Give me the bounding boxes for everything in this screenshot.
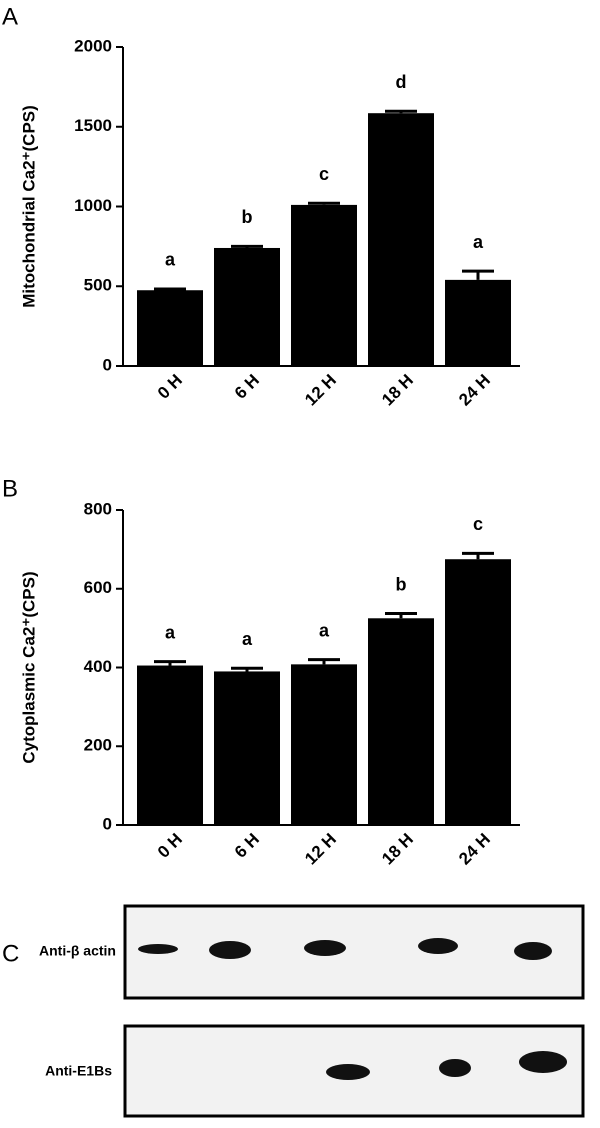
blot-bands — [138, 938, 567, 1080]
error-bar — [385, 109, 417, 114]
y-tick-label: 0 — [103, 814, 112, 833]
y-axis-label: Cytoplasmic Ca2⁺(CPS) — [19, 571, 38, 763]
error-bar — [462, 269, 494, 280]
annotation: b — [242, 207, 253, 227]
error-bar — [154, 660, 186, 666]
blot-label: Anti-E1Bs — [45, 1063, 112, 1079]
band — [519, 1051, 567, 1073]
panel-label: C — [2, 940, 19, 967]
y-tick-label: 200 — [84, 736, 112, 755]
bar — [291, 204, 357, 366]
bar — [214, 247, 280, 366]
error-bar — [462, 551, 494, 560]
x-tick-label: 18 H — [378, 371, 417, 410]
error-bar — [385, 612, 417, 619]
blot-box — [123, 904, 585, 1000]
x-tick-label: 0 H — [154, 371, 186, 403]
blot-label: Anti-β actin — [39, 943, 116, 959]
y-tick-label: 0 — [103, 355, 112, 374]
band — [304, 940, 346, 956]
error-bar — [154, 287, 186, 291]
annotation: c — [473, 514, 483, 534]
x-tick-label: 12 H — [301, 371, 340, 410]
y-tick-label: 2000 — [74, 36, 112, 55]
error-bar — [231, 244, 263, 248]
annotation: d — [396, 72, 407, 92]
annotation: a — [473, 232, 484, 252]
y-tick-label: 500 — [84, 276, 112, 295]
band — [326, 1064, 370, 1080]
x-tick-label: 12 H — [301, 830, 340, 869]
x-tick-label: 0 H — [154, 830, 186, 862]
error-bar — [308, 201, 340, 205]
bar — [368, 113, 434, 366]
annotation: c — [319, 164, 329, 184]
panel-label: B — [2, 475, 18, 502]
bar — [137, 665, 203, 825]
bar — [137, 290, 203, 366]
band — [514, 942, 552, 960]
band — [209, 941, 251, 959]
annotation: b — [396, 574, 407, 594]
annotation: a — [165, 250, 176, 270]
bar — [368, 618, 434, 825]
bar — [291, 664, 357, 825]
x-tick-label: 18 H — [378, 830, 417, 869]
y-tick-label: 1500 — [74, 116, 112, 135]
x-tick-label: 6 H — [231, 830, 263, 862]
bar — [445, 559, 511, 825]
bar — [214, 671, 280, 825]
band — [138, 944, 178, 954]
band — [439, 1059, 471, 1077]
panel-label: A — [2, 3, 18, 30]
x-tick-label: 6 H — [231, 371, 263, 403]
band — [418, 938, 458, 954]
y-tick-label: 1000 — [74, 196, 112, 215]
annotation: a — [319, 620, 330, 640]
annotation: a — [242, 629, 253, 649]
bar — [445, 279, 511, 366]
y-tick-label: 600 — [84, 578, 112, 597]
annotation: a — [165, 622, 176, 642]
error-bar — [308, 658, 340, 665]
x-tick-label: 24 H — [455, 830, 494, 869]
y-tick-label: 800 — [84, 499, 112, 518]
y-axis-label: Mitochondrial Ca2⁺(CPS) — [19, 105, 38, 308]
y-tick-label: 400 — [84, 657, 112, 676]
x-tick-label: 24 H — [455, 371, 494, 410]
error-bar — [231, 666, 263, 672]
